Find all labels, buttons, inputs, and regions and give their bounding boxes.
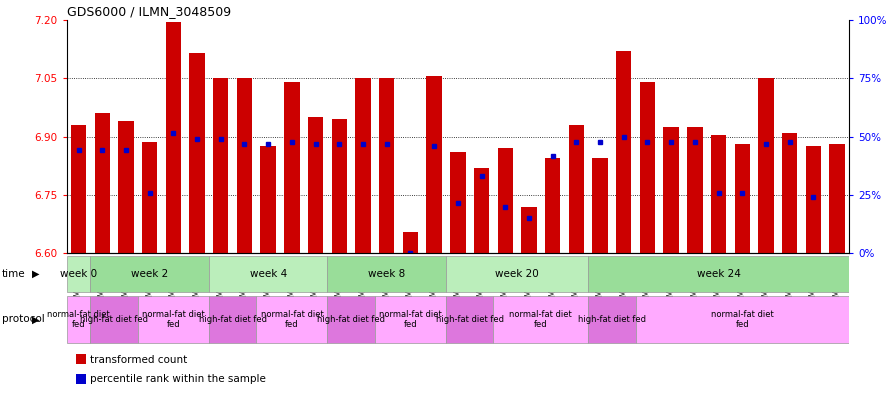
- Text: transformed count: transformed count: [90, 354, 187, 365]
- Bar: [829, 144, 845, 253]
- Bar: [91, 256, 209, 292]
- Bar: [375, 296, 446, 343]
- Text: normal-fat diet
fed: normal-fat diet fed: [509, 310, 573, 329]
- Text: high-fat diet fed: high-fat diet fed: [198, 315, 267, 324]
- Bar: [332, 119, 347, 253]
- Text: week 8: week 8: [368, 269, 405, 279]
- Text: percentile rank within the sample: percentile rank within the sample: [90, 374, 266, 384]
- Bar: [138, 296, 209, 343]
- Text: normal-fat diet
fed: normal-fat diet fed: [47, 310, 110, 329]
- Text: week 20: week 20: [495, 269, 539, 279]
- Text: normal-fat diet
fed: normal-fat diet fed: [711, 310, 773, 329]
- Bar: [474, 168, 489, 253]
- Bar: [805, 146, 821, 253]
- Bar: [493, 296, 589, 343]
- Text: normal-fat diet
fed: normal-fat diet fed: [260, 310, 324, 329]
- Text: protocol: protocol: [2, 314, 44, 324]
- Bar: [308, 117, 324, 253]
- Text: time: time: [2, 269, 26, 279]
- Bar: [256, 296, 327, 343]
- Bar: [213, 78, 228, 253]
- Bar: [782, 133, 797, 253]
- Bar: [592, 158, 608, 253]
- Bar: [165, 22, 181, 253]
- Bar: [327, 296, 375, 343]
- Bar: [284, 82, 300, 253]
- Bar: [498, 148, 513, 253]
- Bar: [545, 158, 560, 253]
- Text: high-fat diet fed: high-fat diet fed: [317, 315, 385, 324]
- Bar: [640, 82, 655, 253]
- Bar: [687, 127, 702, 253]
- Text: normal-fat diet
fed: normal-fat diet fed: [379, 310, 442, 329]
- Bar: [636, 296, 849, 343]
- Bar: [118, 121, 133, 253]
- Bar: [589, 296, 636, 343]
- Bar: [758, 78, 773, 253]
- Bar: [427, 76, 442, 253]
- Bar: [711, 135, 726, 253]
- Text: high-fat diet fed: high-fat diet fed: [436, 315, 504, 324]
- Bar: [67, 256, 91, 292]
- Bar: [189, 53, 204, 253]
- Bar: [236, 78, 252, 253]
- Bar: [209, 296, 256, 343]
- Bar: [446, 296, 493, 343]
- Text: high-fat diet fed: high-fat diet fed: [578, 315, 646, 324]
- Bar: [569, 125, 584, 253]
- Bar: [94, 113, 110, 253]
- Bar: [356, 78, 371, 253]
- Text: high-fat diet fed: high-fat diet fed: [80, 315, 148, 324]
- Text: week 2: week 2: [131, 269, 168, 279]
- Bar: [209, 256, 327, 292]
- Bar: [142, 142, 157, 253]
- Bar: [260, 146, 276, 253]
- Text: ▶: ▶: [32, 269, 39, 279]
- Bar: [446, 256, 589, 292]
- Bar: [379, 78, 395, 253]
- Text: normal-fat diet
fed: normal-fat diet fed: [142, 310, 204, 329]
- Text: GDS6000 / ILMN_3048509: GDS6000 / ILMN_3048509: [67, 6, 231, 18]
- Bar: [67, 296, 91, 343]
- Bar: [521, 207, 537, 253]
- Text: week 24: week 24: [697, 269, 741, 279]
- Bar: [589, 256, 849, 292]
- Text: ▶: ▶: [32, 314, 39, 324]
- Bar: [403, 232, 418, 253]
- Bar: [71, 125, 86, 253]
- Bar: [91, 296, 138, 343]
- Text: week 4: week 4: [250, 269, 287, 279]
- Bar: [734, 144, 750, 253]
- Bar: [450, 152, 466, 253]
- Bar: [663, 127, 679, 253]
- Bar: [616, 51, 631, 253]
- Bar: [327, 256, 446, 292]
- Text: week 0: week 0: [60, 269, 97, 279]
